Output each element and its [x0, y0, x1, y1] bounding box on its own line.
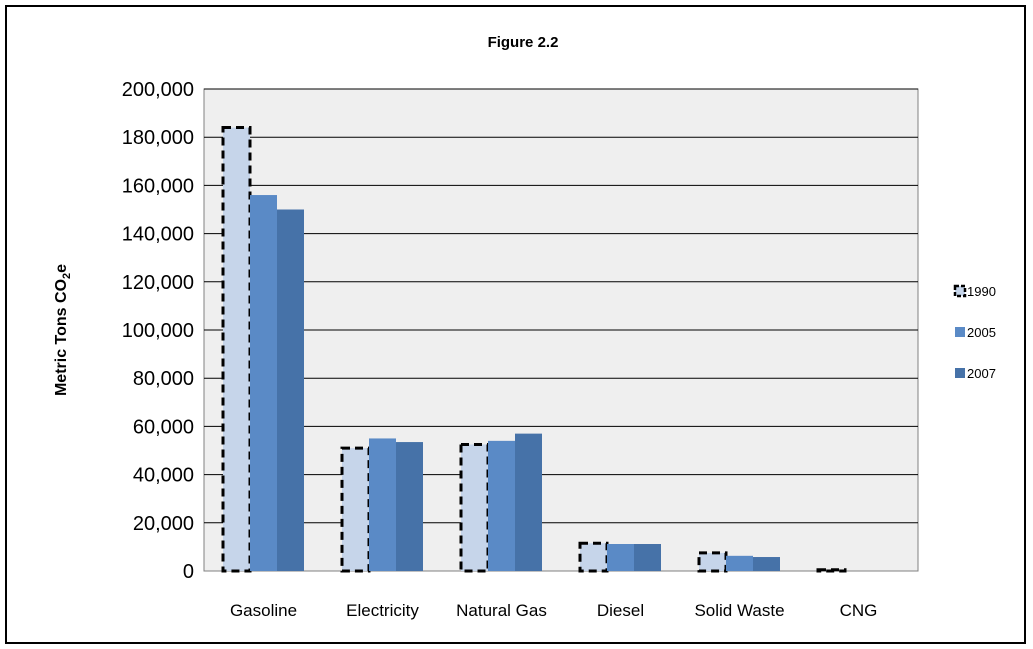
- bar-2005-gasoline: [250, 195, 277, 572]
- chart-title: Figure 2.2: [488, 34, 559, 51]
- y-tick-label: 180,000: [122, 127, 194, 149]
- bar-1990-diesel: [578, 541, 609, 573]
- y-tick-label: 0: [183, 561, 194, 583]
- y-tick-label: 40,000: [133, 465, 194, 487]
- y-tick-label: 60,000: [133, 416, 194, 438]
- x-tick-label: Natural Gas: [456, 601, 547, 620]
- bar-1990-gasoline: [221, 126, 252, 573]
- legend: 1990 2005 2007: [953, 284, 996, 381]
- x-tick-label: Solid Waste: [694, 601, 784, 620]
- bars: [221, 126, 847, 573]
- legend-swatch-2005: [955, 327, 965, 337]
- gridlines: [204, 88, 918, 524]
- x-tick-label: Electricity: [346, 601, 419, 620]
- bar-2007-electricity: [396, 442, 423, 571]
- bar-1990-electricity: [340, 446, 371, 573]
- y-tick-label: 140,000: [122, 224, 194, 246]
- legend-label-2007: 2007: [967, 366, 996, 381]
- y-tick-label: 120,000: [122, 272, 194, 294]
- bar-2007-gasoline: [277, 209, 304, 571]
- bar-2005-solid-waste: [726, 555, 753, 571]
- bar-2005-diesel: [607, 544, 634, 571]
- bar-1990-natural-gas: [459, 442, 490, 573]
- legend-swatch-2007: [955, 368, 965, 378]
- bar-2007-diesel: [634, 544, 661, 571]
- y-tick-label: 100,000: [122, 320, 194, 342]
- y-tick-label: 20,000: [133, 513, 194, 535]
- y-tick-label: 80,000: [133, 368, 194, 390]
- legend-label-1990: 1990: [967, 284, 996, 299]
- x-tick-label: Diesel: [597, 601, 644, 620]
- legend-label-2005: 2005: [967, 325, 996, 340]
- y-tick-label: 160,000: [122, 175, 194, 197]
- bar-2005-natural-gas: [488, 440, 515, 571]
- x-axis-labels: Gasoline Electricity Natural Gas Diesel Soli…: [230, 601, 877, 620]
- legend-swatch-1990: [953, 284, 967, 298]
- bar-1990-cng: [816, 568, 847, 573]
- x-tick-label: Gasoline: [230, 601, 297, 620]
- bar-2005-electricity: [369, 438, 396, 571]
- bar-1990-solid-waste: [697, 551, 728, 573]
- bar-2007-solid-waste: [753, 557, 780, 571]
- y-tick-label: 200,000: [122, 79, 194, 101]
- bar-2007-natural-gas: [515, 433, 542, 571]
- x-tick-label: CNG: [840, 601, 878, 620]
- y-axis-label: Metric Tons CO2e: [53, 264, 73, 396]
- y-axis-ticks: 0 20,000 40,000 60,000 80,000 100,000 120,000 1…: [122, 79, 194, 583]
